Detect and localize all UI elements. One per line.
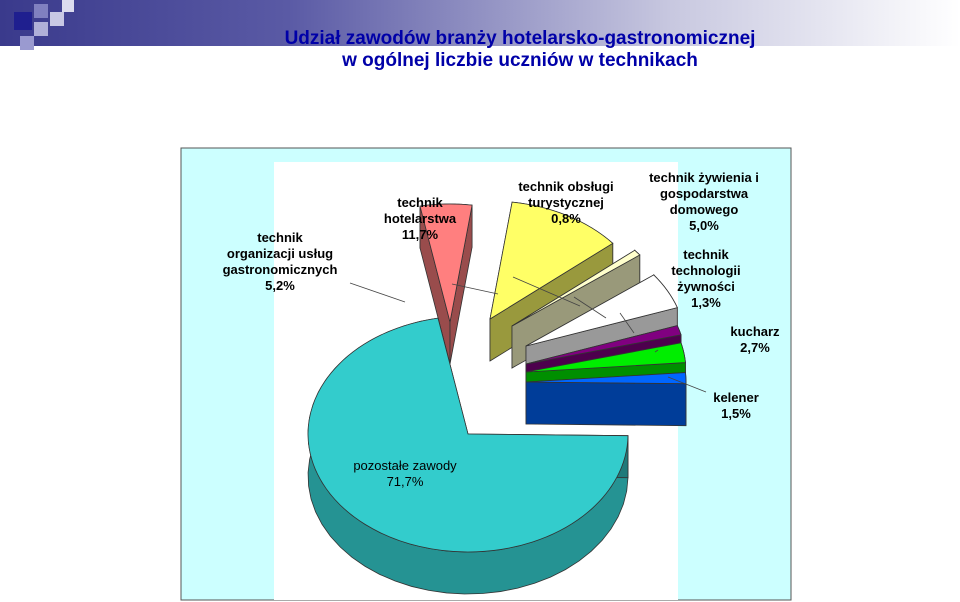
slice-name: technik (683, 247, 729, 262)
slice-name: turystycznej (528, 195, 604, 210)
decor-square-1 (14, 12, 32, 30)
slice-value: 2,7% (740, 340, 770, 355)
slice-label: technik hotelarstwa 11,7% (384, 195, 457, 242)
pie-slice-edge (525, 381, 687, 427)
pie-slice-top (307, 317, 629, 553)
slice-label: technik obsługi turystycznej 0,8% (518, 179, 613, 226)
decor-square-2 (34, 4, 48, 18)
slice-name: gastronomicznych (223, 262, 338, 277)
slice-name: technik (397, 195, 443, 210)
slice-value: 5,2% (265, 278, 295, 293)
pie-slice (419, 203, 473, 365)
slice-label: technik żywienia i gospodarstwa domowego 5,… (649, 170, 759, 233)
pie-slice-top (489, 201, 614, 320)
leader-line (667, 376, 707, 393)
slice-label: technik technologii żywności 1,3% (671, 247, 740, 310)
page-title: Udział zawodów branży hotelarsko-gastron… (170, 28, 870, 72)
slice-label: kelener 1,5% (713, 390, 759, 421)
slice-value: 71,7% (387, 474, 424, 489)
slice-name: technik (257, 230, 303, 245)
slice-value: 1,5% (721, 406, 751, 421)
slice-name: technologii (671, 263, 740, 278)
slice-labels: technik organizacji usług gastronomicznych… (223, 170, 780, 489)
slice-name: organizacji usług (227, 246, 333, 261)
slice-value: 5,0% (689, 218, 719, 233)
pie-slice-top (525, 325, 682, 365)
slice-name: technik obsługi (518, 179, 613, 194)
leader-line (619, 312, 635, 334)
decor-square-5 (20, 36, 34, 50)
leader-line (654, 349, 659, 353)
title-line-1: Udział zawodów branży hotelarsko-gastron… (284, 28, 756, 49)
pie-slice-top (525, 274, 678, 347)
slice-name: hotelarstwa (384, 211, 457, 226)
slice-name: żywności (677, 279, 735, 294)
decor-square-6 (62, 0, 74, 12)
leader-line (512, 276, 581, 307)
slice-label: technik organizacji usług gastronomicznych… (223, 230, 338, 293)
pie-slices (307, 201, 687, 595)
slice-label: kucharz 2,7% (730, 324, 780, 355)
pie-slice (307, 317, 629, 595)
pie-slice (525, 372, 687, 427)
slice-name: technik żywienia i (649, 170, 759, 185)
slice-name: kucharz (730, 324, 780, 339)
slice-name: kelener (713, 390, 759, 405)
leader-line (451, 283, 499, 295)
decor-square-4 (50, 12, 64, 26)
slice-value: 11,7% (402, 227, 439, 242)
slice-label: pozostałe zawody 71,7% (353, 458, 457, 489)
leader-lines (349, 276, 707, 393)
pie-slice-top (419, 203, 473, 323)
decor-square-3 (34, 22, 48, 36)
slice-name: gospodarstwa (660, 186, 749, 201)
slice-value: 1,3% (691, 295, 721, 310)
title-line-2: w ogólnej liczbie uczniów w technikach (342, 50, 698, 71)
leader-line (349, 282, 406, 303)
slice-name: pozostałe zawody (353, 458, 457, 473)
pie-slice-top (511, 249, 641, 327)
pie-slice-top (525, 342, 686, 373)
leader-line (573, 296, 607, 319)
slice-name: domowego (670, 202, 739, 217)
header-gradient-bar (0, 0, 960, 46)
slice-value: 0,8% (551, 211, 581, 226)
